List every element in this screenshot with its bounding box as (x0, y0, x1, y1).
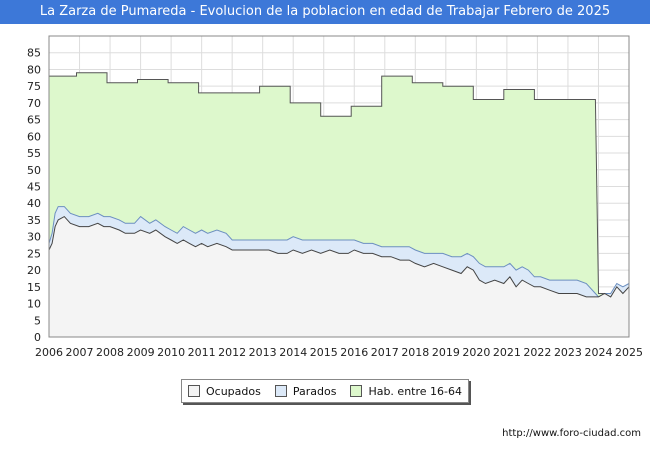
x-tick-label: 2016 (340, 346, 368, 359)
y-tick-label: 35 (27, 214, 41, 227)
x-tick-label: 2013 (249, 346, 277, 359)
chart-areas (48, 72, 630, 338)
legend-item-habitantes: Hab. entre 16-64 (350, 385, 462, 398)
legend-swatch-ocupados (187, 385, 200, 397)
x-tick-label: 2023 (554, 346, 582, 359)
y-tick-label: 75 (27, 80, 41, 93)
y-tick-label: 60 (27, 130, 41, 143)
x-tick-label: 2006 (35, 346, 63, 359)
x-tick-label: 2017 (371, 346, 399, 359)
y-tick-label: 45 (27, 181, 41, 194)
legend-label-ocupados: Ocupados (205, 384, 261, 398)
x-tick-label: 2025 (615, 346, 643, 359)
x-tick-label: 2011 (188, 346, 216, 359)
y-tick-label: 10 (27, 298, 41, 311)
legend-item-parados: Parados (274, 384, 337, 398)
chart-title: La Zarza de Pumareda - Evolucion de la p… (0, 0, 650, 24)
x-tick-label: 2022 (523, 346, 551, 359)
x-tick-label: 2024 (584, 346, 612, 359)
y-tick-label: 65 (27, 114, 41, 127)
legend: Ocupados Parados Hab. entre 16-64 (181, 379, 469, 403)
y-tick-label: 70 (27, 97, 41, 110)
x-tick-label: 2012 (218, 346, 246, 359)
y-tick-label: 80 (27, 63, 41, 76)
y-tick-label: 5 (34, 314, 41, 327)
y-tick-label: 0 (34, 331, 41, 344)
area-ocupados (49, 216, 629, 337)
footer-url[interactable]: http://www.foro-ciudad.com (502, 428, 641, 439)
legend-item-ocupados: Ocupados (187, 384, 261, 398)
y-tick-label: 85 (27, 47, 41, 60)
y-tick-label: 50 (27, 164, 41, 177)
x-axis-ticks: 2006 2007 2008 2009 2010 2011 2012 2013 2014 2015… (35, 346, 643, 359)
y-tick-label: 40 (27, 197, 41, 210)
line-parados (48, 206, 630, 298)
legend-swatch-parados (274, 385, 287, 397)
legend-label-habitantes: Hab. entre 16-64 (368, 384, 462, 398)
x-tick-label: 2015 (310, 346, 338, 359)
y-tick-label: 30 (27, 231, 41, 244)
y-tick-label: 25 (27, 247, 41, 260)
x-tick-label: 2009 (127, 346, 155, 359)
plot-frame (48, 35, 630, 338)
y-tick-label: 55 (27, 147, 41, 160)
y-tick-label: 15 (27, 281, 41, 294)
x-tick-label: 2019 (432, 346, 460, 359)
x-tick-label: 2021 (493, 346, 521, 359)
legend-swatch-habitantes (350, 385, 363, 397)
axes (48, 35, 630, 338)
line-ocupados (48, 215, 630, 298)
y-axis-ticks: 0 5 10 15 20 25 30 35 40 45 50 55 60 65 70 75 80 85 (27, 47, 41, 344)
x-tick-label: 2007 (66, 346, 94, 359)
legend-label-parados: Parados (292, 384, 337, 398)
line-habitantes (49, 72, 629, 294)
x-tick-label: 2008 (96, 346, 124, 359)
y-tick-label: 20 (27, 264, 41, 277)
x-tick-label: 2018 (401, 346, 429, 359)
x-tick-label: 2010 (157, 346, 185, 359)
x-tick-label: 2014 (279, 346, 307, 359)
x-tick-label: 2020 (462, 346, 490, 359)
